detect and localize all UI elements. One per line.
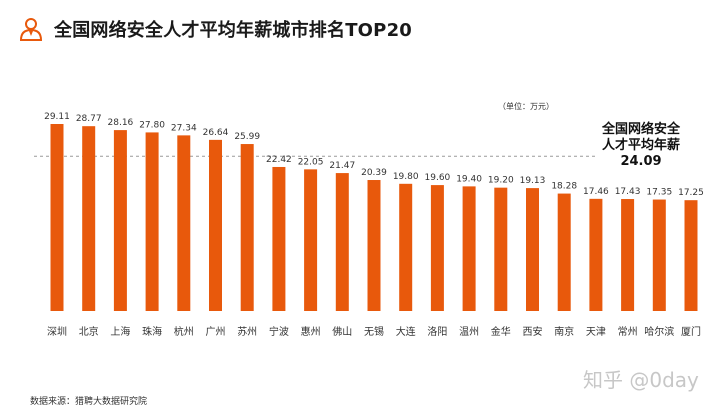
value-label-6: 25.99 [234, 132, 260, 142]
category-label-16: 南京 [554, 325, 574, 338]
bar-3 [145, 132, 159, 311]
bar-2 [113, 130, 127, 311]
bar-0 [50, 124, 64, 311]
category-label-8: 惠州 [301, 325, 321, 338]
bar-9 [335, 173, 349, 311]
category-label-2: 上海 [110, 325, 130, 338]
category-label-7: 宁波 [269, 325, 289, 338]
bar-7 [272, 166, 286, 311]
value-label-0: 29.11 [44, 112, 70, 122]
value-label-16: 18.28 [551, 182, 577, 192]
value-label-12: 19.60 [425, 173, 451, 183]
category-label-17: 天津 [586, 326, 606, 338]
value-label-18: 17.43 [615, 187, 641, 197]
bar-4 [177, 135, 191, 311]
bar-13 [462, 186, 476, 311]
unit-note: （单位：万元） [498, 102, 554, 111]
bar-20 [684, 200, 698, 311]
bar-18 [621, 199, 635, 311]
value-label-5: 26.64 [203, 128, 229, 138]
category-label-15: 西安 [523, 325, 543, 338]
average-label-line2: 人才平均年薪 [601, 138, 680, 153]
watermark: 知乎 @0day [583, 368, 699, 392]
data-source: 数据来源：猎聘大数据研究院 [30, 397, 148, 407]
category-label-0: 深圳 [47, 326, 67, 338]
value-label-3: 27.80 [139, 120, 165, 130]
value-label-4: 27.34 [171, 123, 197, 133]
bar-12 [430, 185, 444, 311]
category-label-12: 洛阳 [427, 325, 447, 338]
average-annotation: 全国网络安全 人才平均年薪 24.09 [586, 122, 696, 170]
value-label-15: 19.13 [520, 176, 546, 186]
page-title: 全国网络安全人才平均年薪城市排名TOP20 [54, 20, 413, 41]
category-label-1: 北京 [79, 325, 99, 338]
average-label-line1: 全国网络安全 [601, 122, 680, 137]
value-label-19: 17.35 [646, 188, 672, 198]
bar-14 [494, 187, 508, 311]
bar-17 [589, 198, 603, 311]
category-label-20: 厦门 [681, 325, 701, 338]
bar-10 [367, 180, 381, 311]
bar-6 [240, 144, 254, 311]
bar-15 [526, 188, 539, 311]
category-label-13: 温州 [459, 326, 479, 338]
category-label-10: 无锡 [364, 325, 384, 338]
value-label-8: 22.05 [298, 157, 324, 167]
bar-19 [652, 199, 666, 311]
header: 全国网络安全人才平均年薪城市排名TOP20 [18, 14, 412, 44]
bar-1 [82, 126, 96, 311]
bar-5 [209, 139, 222, 311]
value-label-1: 28.77 [76, 114, 102, 124]
value-label-10: 20.39 [361, 168, 387, 178]
value-label-7: 22.42 [266, 155, 292, 165]
category-label-14: 金华 [491, 325, 511, 338]
category-label-5: 广州 [206, 326, 226, 338]
value-label-2: 28.16 [108, 118, 134, 128]
person-badge-icon [19, 18, 43, 41]
category-label-4: 杭州 [174, 325, 194, 338]
bar-8 [304, 169, 318, 311]
value-label-20: 17.25 [678, 188, 704, 198]
value-label-13: 19.40 [456, 174, 482, 184]
category-label-9: 佛山 [332, 325, 352, 338]
value-label-11: 19.80 [393, 172, 419, 182]
bar-11 [399, 183, 413, 311]
category-label-11: 大连 [396, 325, 416, 338]
value-label-17: 17.46 [583, 187, 609, 197]
value-label-14: 19.20 [488, 176, 514, 186]
category-label-19: 哈尔滨 [644, 325, 674, 338]
bar-16 [557, 193, 571, 311]
average-value: 24.09 [620, 154, 662, 169]
category-label-3: 珠海 [142, 325, 162, 338]
category-label-6: 苏州 [237, 325, 257, 338]
value-label-9: 21.47 [329, 161, 355, 171]
category-label-18: 常州 [618, 325, 638, 338]
